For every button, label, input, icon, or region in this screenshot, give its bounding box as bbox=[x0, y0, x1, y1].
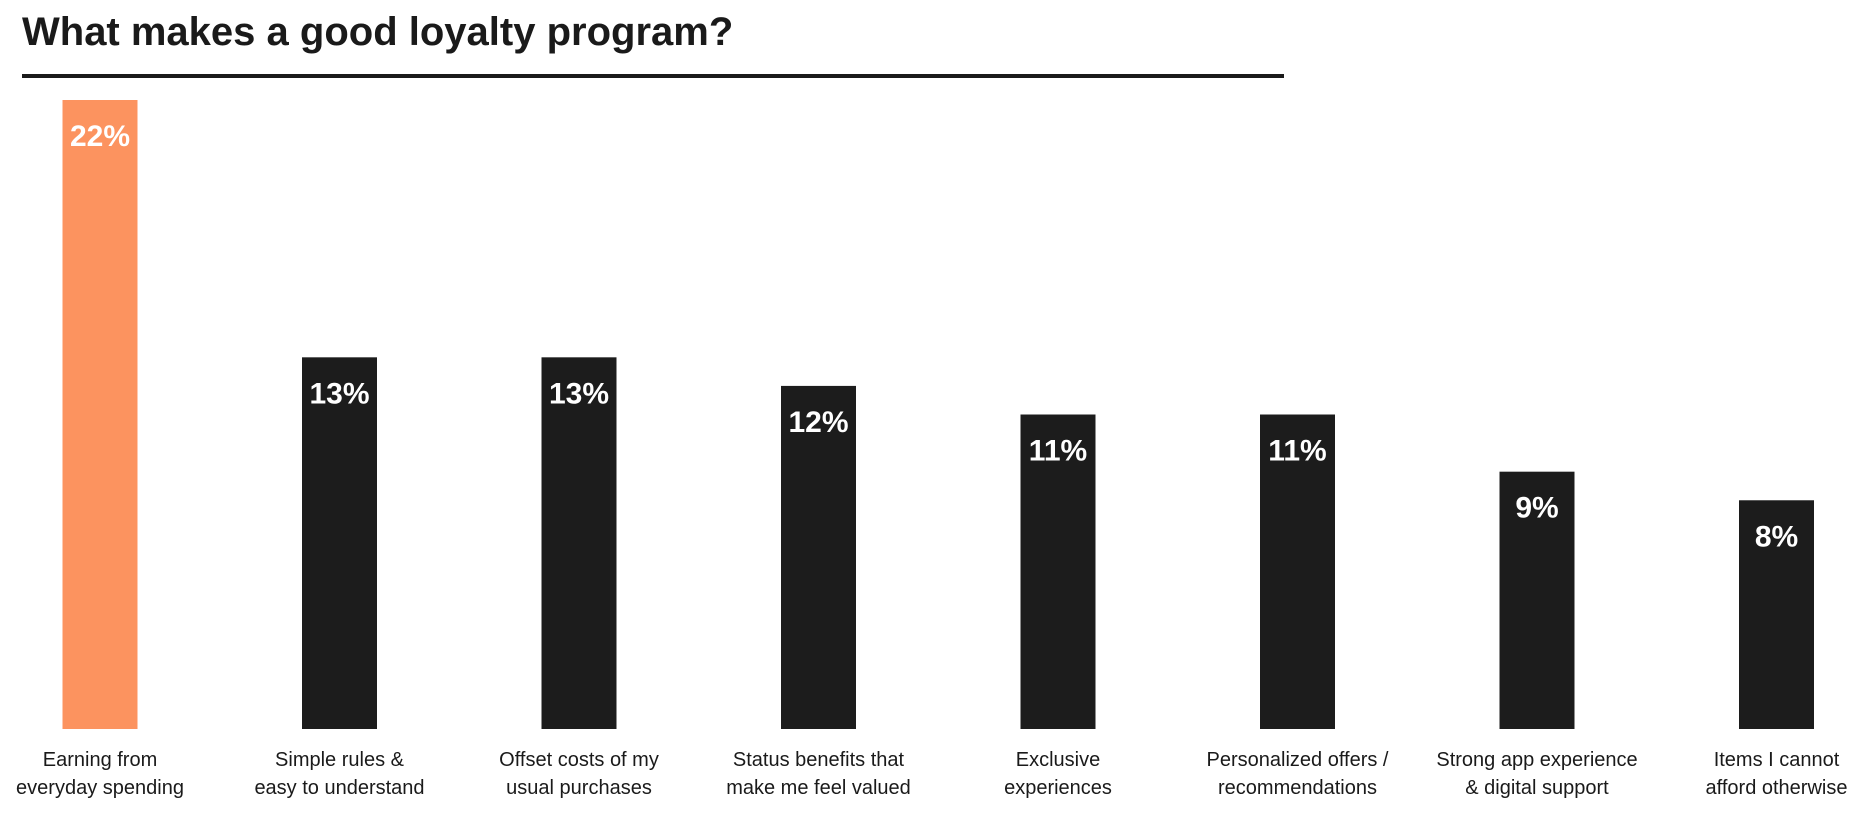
bar-6 bbox=[1499, 471, 1575, 729]
bar-4 bbox=[1020, 414, 1096, 729]
category-label-1-line-0: Simple rules & bbox=[275, 749, 405, 771]
bar-5 bbox=[1260, 414, 1335, 729]
category-label-4-line-0: Exclusive bbox=[1016, 749, 1100, 771]
bar-0 bbox=[62, 100, 138, 729]
category-label-5-line-1: recommendations bbox=[1218, 777, 1377, 799]
category-label-6-line-1: & digital support bbox=[1465, 777, 1609, 799]
category-label-3-line-1: make me feel valued bbox=[726, 777, 911, 799]
category-label-6-line-0: Strong app experience bbox=[1436, 749, 1637, 771]
category-label-2-line-1: usual purchases bbox=[506, 777, 652, 799]
category-label-7-line-0: Items I cannot bbox=[1714, 749, 1840, 771]
category-label-4-line-1: experiences bbox=[1004, 777, 1112, 799]
bar-7 bbox=[1739, 500, 1814, 729]
bar-value-label-6: 9% bbox=[1515, 492, 1558, 525]
category-label-7-line-1: afford otherwise bbox=[1706, 777, 1848, 799]
bar-value-label-3: 12% bbox=[788, 406, 848, 439]
title-divider bbox=[22, 74, 1284, 78]
category-label-0-line-1: everyday spending bbox=[16, 777, 184, 799]
bar-2 bbox=[541, 357, 617, 729]
bar-3 bbox=[781, 385, 856, 729]
bar-value-label-5: 11% bbox=[1268, 435, 1326, 468]
category-label-3-line-0: Status benefits that bbox=[733, 749, 905, 771]
bar-value-label-2: 13% bbox=[549, 377, 609, 410]
category-label-0-line-0: Earning from bbox=[43, 749, 158, 771]
category-label-2-line-0: Offset costs of my bbox=[499, 749, 659, 771]
bar-1 bbox=[302, 357, 377, 729]
category-label-1-line-1: easy to understand bbox=[254, 777, 424, 799]
bar-value-label-4: 11% bbox=[1029, 435, 1087, 468]
bar-value-label-1: 13% bbox=[309, 377, 369, 410]
category-label-5-line-0: Personalized offers / bbox=[1207, 749, 1389, 771]
chart-title: What makes a good loyalty program? bbox=[22, 10, 734, 54]
bar-value-label-7: 8% bbox=[1755, 520, 1798, 553]
bar-value-label-0: 22% bbox=[70, 120, 130, 153]
